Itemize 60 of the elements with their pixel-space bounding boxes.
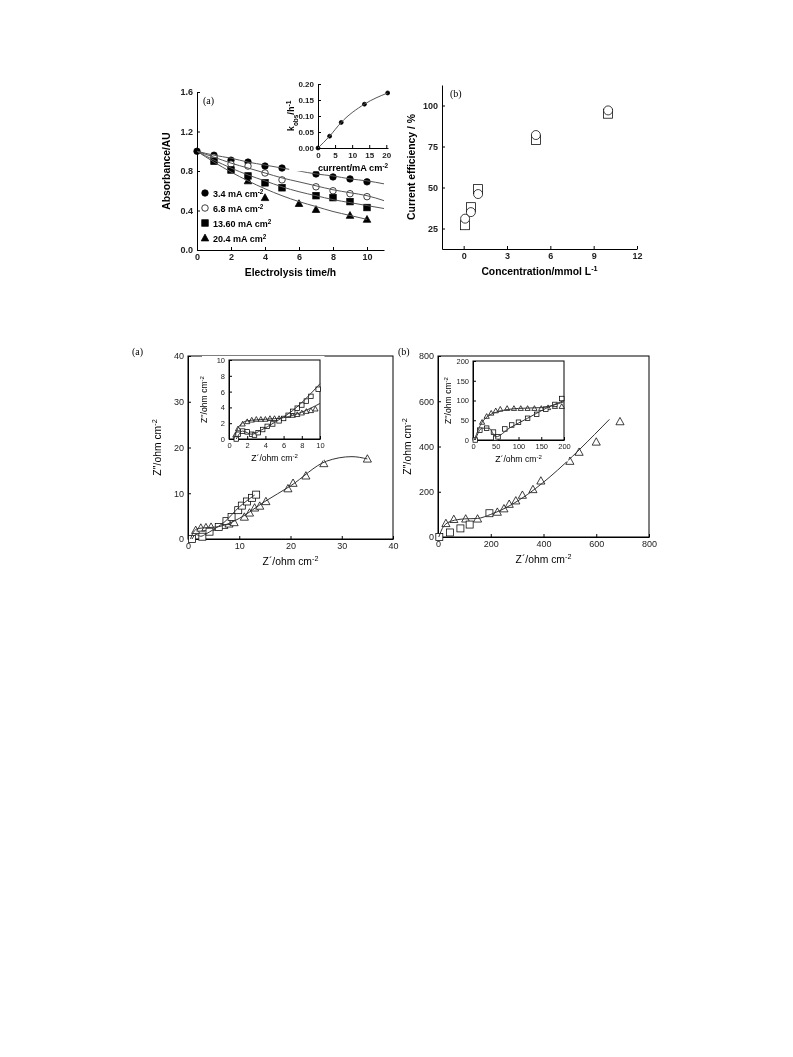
x-tick-label: 40 <box>388 541 399 552</box>
chart-title: (a) <box>132 346 144 358</box>
x-tick-label: 2 <box>228 252 235 263</box>
x-tick-label: 0 <box>316 150 322 160</box>
y-tick-label: 100 <box>422 100 438 111</box>
chart-title: (a) <box>203 95 215 107</box>
y-tick-label: 40 <box>173 351 184 362</box>
y-tick-label: 0.4 <box>180 205 193 216</box>
x-tick-label: 600 <box>589 539 605 550</box>
legend-label: 3.4 mA cm$^{-2}$ <box>213 187 264 199</box>
y-tick-label: 0.10 <box>298 112 315 122</box>
x-tick-label: 10 <box>362 252 373 263</box>
chart-title: (b) <box>450 88 462 100</box>
x-tick-label: 10 <box>234 541 245 552</box>
y-tick-label: 30 <box>173 397 184 408</box>
x-tick-label: 200 <box>483 539 499 550</box>
chart-title: (b) <box>398 346 410 358</box>
x-tick-label: 800 <box>641 539 658 550</box>
y-tick-label: 0.8 <box>180 166 193 177</box>
x-tick-label: 20 <box>382 150 392 160</box>
x-tick-label: 8 <box>330 252 337 263</box>
x-tick-label: 15 <box>365 150 375 160</box>
x-tick-label: 5 <box>333 150 339 160</box>
legend-label: 13.60 mA cm$^{2}$ <box>213 217 272 229</box>
y-tick-label: 1.6 <box>180 87 193 98</box>
x-tick-label: 10 <box>348 150 358 160</box>
y-tick-label: 800 <box>418 351 434 362</box>
y-tick-label: 0.05 <box>298 128 315 138</box>
x-axis-title: Z´/ohm cm$^{-2}$ <box>495 453 543 464</box>
y-tick-label: 0.00 <box>298 144 315 154</box>
x-axis-title: current/mA cm$^{-2}$ <box>317 161 389 174</box>
y-tick-label: 75 <box>427 141 438 152</box>
y-axis-title: Current efficiency / % <box>406 114 417 220</box>
x-tick-label: 3 <box>504 251 511 262</box>
x-tick-label: 0 <box>194 252 201 263</box>
legend-label: 20.4 mA cm$^{2}$ <box>213 232 267 244</box>
y-tick-label: 10 <box>173 488 184 499</box>
x-tick-label: 6 <box>548 251 554 262</box>
y-tick-label: 0.0 <box>180 245 193 256</box>
y-tick-label: 1.2 <box>180 126 193 137</box>
x-axis-title: Z´/ohm cm$^{-2}$ <box>262 553 319 568</box>
x-tick-label: 9 <box>591 251 597 262</box>
x-axis-title: Concentration/mmol L$^{-1}$ <box>481 263 598 278</box>
y-tick-label: 0.15 <box>298 96 315 106</box>
y-axis-title: Absorbance/AU <box>161 132 172 210</box>
x-axis-title: Z´/ohm cm$^{-2}$ <box>251 452 299 463</box>
x-axis-title: Electrolysis time/h <box>244 267 337 279</box>
y-tick-label: 200 <box>418 487 434 498</box>
y-tick-label: 600 <box>418 396 434 407</box>
y-tick-label: 50 <box>427 182 438 193</box>
x-axis-title: Z´/ohm cm$^{-2}$ <box>515 551 572 566</box>
x-tick-label: 400 <box>536 539 552 550</box>
x-tick-label: 20 <box>285 541 297 552</box>
x-tick-label: 12 <box>632 251 643 262</box>
x-tick-label: 4 <box>262 252 269 263</box>
x-tick-label: 30 <box>337 541 348 552</box>
legend-label: 6.8 mA cm$^{-2}$ <box>213 202 264 214</box>
y-tick-label: 0 <box>428 532 434 543</box>
y-tick-label: 25 <box>427 223 438 234</box>
y-tick-label: 0.20 <box>298 80 315 90</box>
